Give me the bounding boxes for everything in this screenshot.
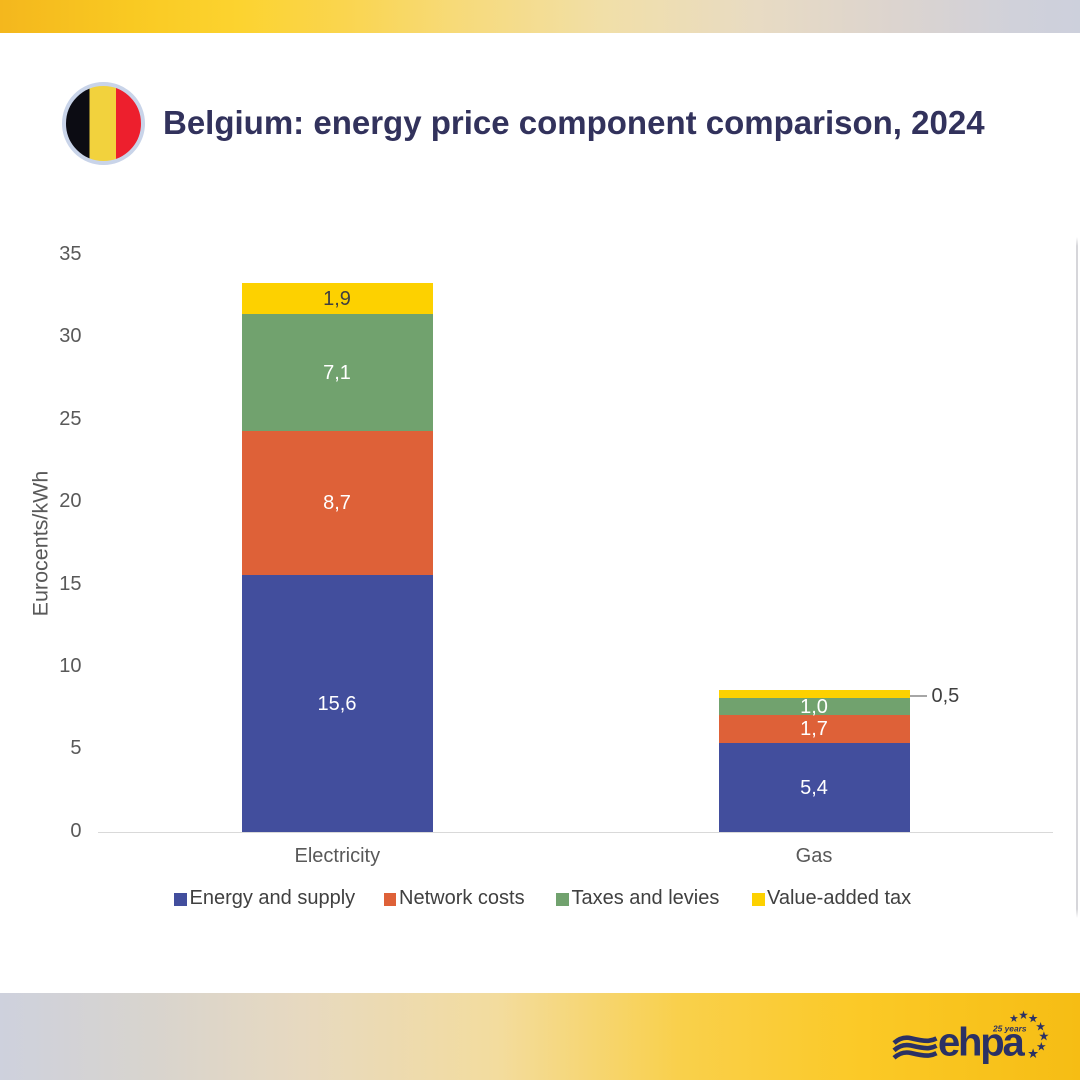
svg-text:ehpa: ehpa — [938, 1020, 1026, 1064]
svg-text:25 years: 25 years — [992, 1024, 1027, 1034]
